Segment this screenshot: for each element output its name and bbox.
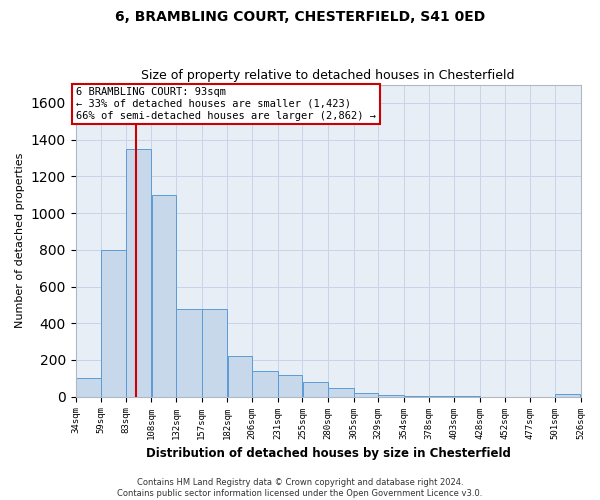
Text: 6 BRAMBLING COURT: 93sqm
← 33% of detached houses are smaller (1,423)
66% of sem: 6 BRAMBLING COURT: 93sqm ← 33% of detach… [76, 88, 376, 120]
Bar [302, 382, 328, 396]
Title: Size of property relative to detached houses in Chesterfield: Size of property relative to detached ho… [141, 69, 515, 82]
X-axis label: Distribution of detached houses by size in Chesterfield: Distribution of detached houses by size … [146, 447, 511, 460]
Bar [202, 308, 227, 396]
Bar [555, 394, 580, 396]
Bar [379, 395, 404, 396]
Text: Contains HM Land Registry data © Crown copyright and database right 2024.
Contai: Contains HM Land Registry data © Crown c… [118, 478, 482, 498]
Bar [101, 250, 125, 396]
Bar [278, 374, 302, 396]
Y-axis label: Number of detached properties: Number of detached properties [15, 153, 25, 328]
Bar [354, 393, 378, 396]
Bar [252, 371, 278, 396]
Bar [176, 308, 202, 396]
Bar [227, 356, 252, 397]
Bar [76, 378, 101, 396]
Bar [126, 149, 151, 396]
Bar [152, 194, 176, 396]
Bar [328, 388, 353, 396]
Text: 6, BRAMBLING COURT, CHESTERFIELD, S41 0ED: 6, BRAMBLING COURT, CHESTERFIELD, S41 0E… [115, 10, 485, 24]
